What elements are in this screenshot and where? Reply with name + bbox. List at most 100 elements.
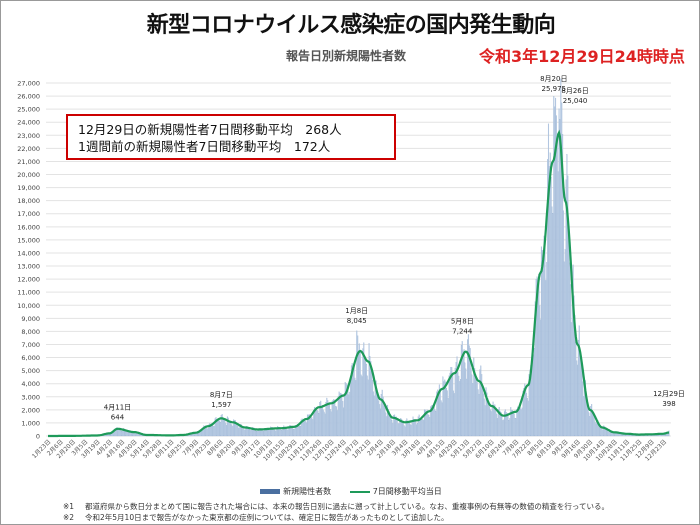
daily-case-bar — [520, 409, 522, 437]
daily-case-bar — [540, 319, 542, 437]
daily-case-bar — [232, 426, 234, 437]
y-tick-label: 14,000 — [17, 249, 40, 257]
daily-case-bar — [250, 430, 252, 437]
daily-case-bar — [356, 330, 358, 437]
daily-case-bar — [551, 206, 553, 437]
daily-case-bar — [496, 418, 499, 437]
bar-legend-label: 新規陽性者数 — [283, 487, 332, 496]
daily-case-bar — [369, 356, 371, 437]
daily-case-bar — [314, 409, 316, 437]
daily-case-bar — [120, 430, 122, 437]
peak-annotations: 4月11日 644 8月7日 1,597 1月8日 8,045 5月8日 7,244 8月20日… — [104, 75, 685, 422]
daily-case-bar — [133, 432, 135, 437]
daily-case-bar — [513, 413, 515, 437]
daily-case-bar — [293, 428, 295, 437]
y-tick-label: 4,000 — [21, 380, 40, 388]
daily-case-bar — [525, 388, 527, 437]
daily-case-bar — [343, 407, 345, 437]
daily-case-bar — [476, 382, 478, 437]
daily-case-bar — [211, 424, 214, 437]
daily-case-bar — [362, 348, 364, 437]
annotation-date: 4月11日 — [104, 404, 131, 412]
daily-case-bar — [354, 377, 356, 437]
daily-case-bar — [324, 413, 326, 437]
daily-case-bar — [459, 381, 461, 437]
daily-case-bar — [298, 424, 300, 437]
daily-case-bar — [200, 430, 202, 437]
daily-case-bar — [533, 348, 535, 437]
daily-case-bar — [365, 358, 367, 437]
daily-case-bar — [397, 423, 399, 437]
daily-case-bar — [568, 236, 570, 437]
daily-case-bar — [236, 424, 238, 437]
daily-case-bar — [594, 421, 596, 437]
daily-case-bar — [372, 391, 374, 437]
annotation-value: 25,040 — [563, 97, 588, 105]
daily-case-bar — [544, 244, 546, 437]
y-tick-label: 16,000 — [17, 223, 40, 231]
footnotes: ※1 都道府県から数日分まとめて国に報告された場合には、本来の報告日別に過去に遡っ… — [63, 501, 609, 523]
daily-case-bar — [598, 425, 601, 437]
y-tick-label: 1,000 — [21, 419, 40, 427]
daily-case-bar — [287, 429, 289, 437]
daily-case-bar — [474, 368, 476, 437]
daily-case-bar — [255, 430, 257, 437]
y-tick-label: 26,000 — [17, 93, 40, 101]
daily-case-bar — [409, 424, 411, 437]
daily-case-bar — [212, 425, 214, 437]
daily-case-bar — [420, 418, 422, 437]
daily-case-bar — [207, 427, 209, 437]
daily-case-bar — [538, 274, 540, 437]
daily-case-bar — [384, 404, 386, 437]
daily-case-bar — [335, 405, 337, 437]
daily-case-bar — [533, 354, 535, 437]
daily-case-bar — [224, 419, 226, 437]
daily-case-bar — [310, 418, 312, 437]
daily-case-bar — [445, 381, 447, 437]
y-axis-ticks: 0 1,000 2,000 3,000 4,000 5,000 6,000 7,000 8,00… — [17, 80, 40, 441]
daily-case-bar — [552, 213, 554, 437]
daily-case-bar — [370, 361, 372, 437]
daily-case-bar — [606, 430, 608, 437]
moving-average-line — [48, 129, 670, 438]
annotation-value: 1,597 — [211, 401, 231, 409]
daily-case-bar — [514, 417, 516, 437]
daily-case-bar — [543, 235, 545, 437]
daily-case-bar — [231, 424, 233, 437]
daily-case-bar — [470, 368, 472, 437]
daily-case-bar — [564, 249, 566, 437]
daily-case-bar — [381, 389, 383, 437]
daily-case-bar — [349, 391, 351, 437]
daily-case-bar — [339, 393, 341, 437]
daily-case-bar — [390, 417, 392, 437]
daily-case-bar — [222, 418, 224, 437]
daily-case-bar — [262, 431, 265, 437]
daily-case-bar — [521, 407, 523, 437]
daily-case-bar — [419, 418, 421, 437]
peak-annotation: 8月20日 25,975 — [540, 75, 567, 93]
y-tick-label: 22,000 — [17, 145, 40, 153]
daily-case-bar — [281, 430, 283, 437]
daily-case-bar — [350, 376, 352, 437]
daily-case-bar — [262, 430, 264, 437]
line-legend-swatch — [349, 490, 370, 493]
daily-case-bar — [580, 359, 582, 437]
y-tick-label: 9,000 — [21, 315, 40, 323]
daily-case-bar — [334, 400, 336, 437]
daily-case-bar — [394, 417, 396, 437]
daily-case-bar — [483, 398, 485, 437]
daily-case-bar — [600, 428, 602, 437]
daily-case-bar — [462, 350, 464, 437]
y-tick-label: 23,000 — [17, 132, 40, 140]
daily-case-bar — [508, 420, 510, 437]
daily-case-bar — [569, 284, 572, 437]
daily-case-bar — [587, 408, 589, 437]
daily-case-bar — [391, 419, 393, 437]
daily-case-bar — [118, 429, 120, 437]
daily-case-bar — [588, 412, 590, 437]
daily-case-bar — [453, 393, 455, 437]
daily-case-bar — [389, 414, 391, 437]
footnote: ※2 令和2年5月10日まで報告がなかった東京都の症例については、確定日に報告があ… — [63, 513, 449, 522]
y-tick-label: 18,000 — [17, 197, 40, 205]
y-tick-label: 8,000 — [21, 328, 40, 336]
